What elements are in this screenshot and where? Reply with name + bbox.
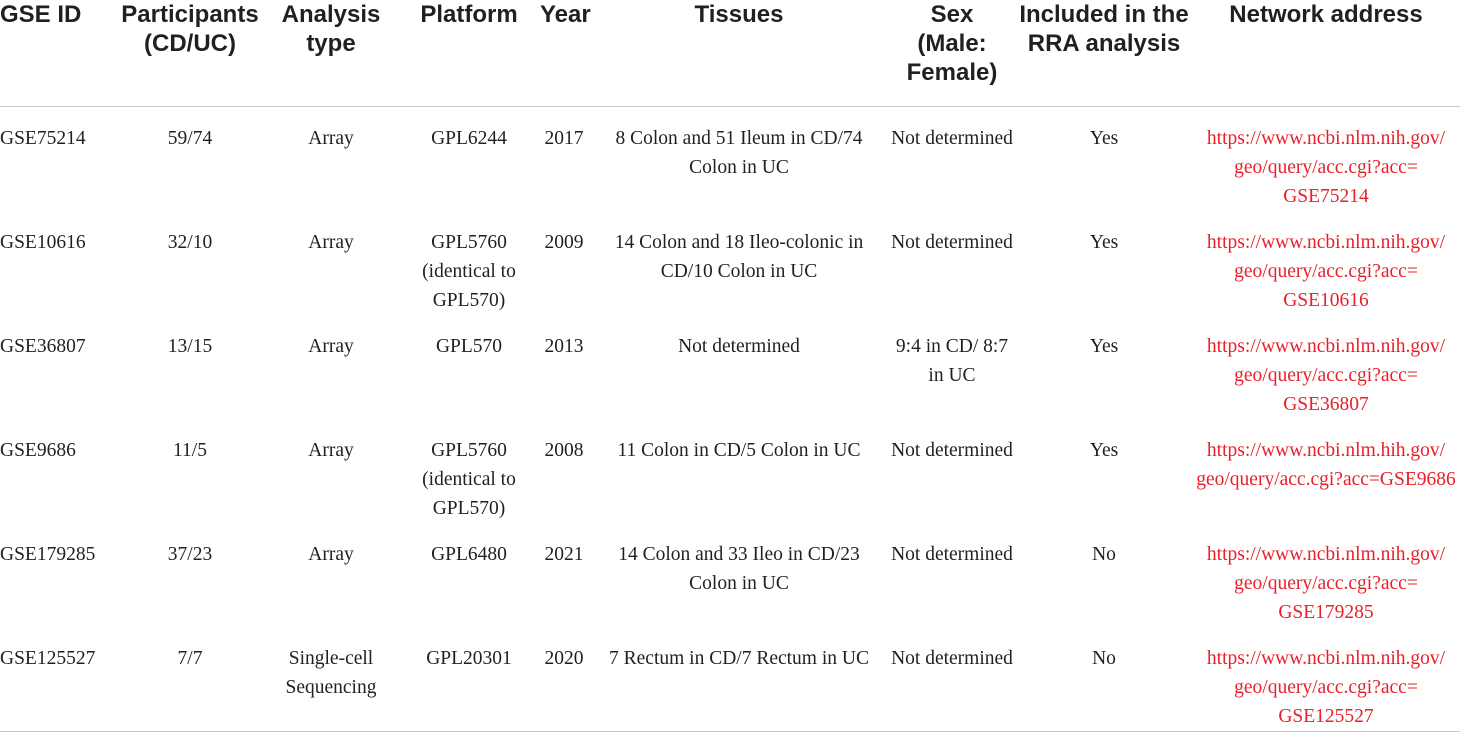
cell-included-rra: Yes (1089, 336, 1119, 357)
network-address-link[interactable]: https://www.ncbi.nlm.nih.gov/ geo/query/… (1206, 128, 1446, 207)
header-tissues: Tissues (590, 0, 888, 107)
cell-year: 2017 (544, 128, 584, 149)
cell-included-rra: No (1016, 627, 1192, 732)
network-address-link[interactable]: https://www.ncbi.nlm.nih.gov/ geo/query/… (1192, 627, 1460, 732)
cell-platform: GPL5760 (identical to GPL570) (422, 440, 516, 519)
cell-year: 2009 (544, 232, 584, 253)
cell-platform: GPL6480 (431, 544, 507, 565)
table-row: GSE10616 32/10 Array GPL5760 (identical … (0, 211, 1460, 315)
cell-participants: 32/10 (167, 232, 213, 253)
header-analysis-type: Analysis type (262, 0, 400, 107)
cell-analysis-type: Array (308, 544, 354, 565)
cell-year: 2013 (544, 336, 584, 357)
cell-analysis-type: Array (308, 128, 354, 149)
table-row: GSE36807 13/15 Array GPL570 2013 Not det… (0, 315, 1460, 419)
cell-gse-id: GSE10616 (0, 232, 86, 253)
cell-gse-id: GSE125527 (0, 627, 118, 732)
cell-gse-id: GSE9686 (0, 440, 76, 461)
header-platform: Platform (400, 0, 538, 107)
cell-analysis-type: Array (308, 336, 354, 357)
network-address-link[interactable]: https://www.ncbi.nlm.nih.gov/ geo/query/… (1206, 336, 1446, 415)
cell-included-rra: Yes (1089, 232, 1119, 253)
cell-participants: 37/23 (167, 544, 213, 565)
cell-participants: 59/74 (167, 128, 213, 149)
cell-sex: 9:4 in CD/ 8:7 in UC (895, 336, 1009, 386)
cell-analysis-type: Single-cell Sequencing (262, 627, 400, 732)
network-address-link[interactable]: https://www.ncbi.nlm.hih.gov/ geo/query/… (1196, 440, 1456, 490)
table-row: GSE75214 59/74 Array GPL6244 2017 8 Colo… (0, 107, 1460, 212)
cell-participants: 7/7 (118, 627, 262, 732)
cell-sex: Not determined (891, 544, 1013, 565)
header-sex: Sex (Male: Female) (888, 0, 1016, 107)
cell-platform: GPL6244 (431, 128, 507, 149)
cell-analysis-type: Array (308, 232, 354, 253)
header-gse-id: GSE ID (0, 0, 118, 107)
cell-participants: 11/5 (173, 440, 207, 461)
cell-included-rra: No (1092, 544, 1116, 565)
header-row: GSE ID Participants (CD/UC) Analysis typ… (0, 0, 1460, 107)
cell-platform: GPL5760 (identical to GPL570) (422, 232, 516, 311)
cell-year: 2020 (538, 627, 590, 732)
cell-sex: Not determined (888, 627, 1016, 732)
cell-year: 2008 (544, 440, 584, 461)
cell-included-rra: Yes (1089, 440, 1119, 461)
cell-gse-id: GSE36807 (0, 336, 86, 357)
table-row: GSE9686 11/5 Array GPL5760 (identical to… (0, 419, 1460, 523)
cell-tissues: 14 Colon and 33 Ileo in CD/23 Colon in U… (618, 544, 860, 594)
network-address-link[interactable]: https://www.ncbi.nlm.nih.gov/ geo/query/… (1206, 544, 1446, 623)
cell-gse-id: GSE75214 (0, 128, 86, 149)
cell-included-rra: Yes (1089, 128, 1119, 149)
cell-tissues: 14 Colon and 18 Ileo-colonic in CD/10 Co… (614, 232, 864, 282)
cell-platform: GPL570 (435, 336, 503, 357)
cell-sex: Not determined (891, 128, 1013, 149)
header-included-rra: Included in the RRA analysis (1016, 0, 1192, 107)
header-network-address: Network address (1192, 0, 1460, 107)
cell-tissues: 8 Colon and 51 Ileum in CD/74 Colon in U… (615, 128, 863, 178)
cell-tissues: 11 Colon in CD/5 Colon in UC (617, 440, 861, 461)
cell-year: 2021 (544, 544, 584, 565)
cell-participants: 13/15 (167, 336, 213, 357)
cell-sex: Not determined (891, 232, 1013, 253)
cell-tissues: Not determined (678, 336, 800, 357)
cell-sex: Not determined (891, 440, 1013, 461)
header-year: Year (538, 0, 591, 107)
table-row: GSE125527 7/7 Single-cell Sequencing GPL… (0, 627, 1460, 732)
cell-analysis-type: Array (308, 440, 354, 461)
table-row: GSE179285 37/23 Array GPL6480 2021 14 Co… (0, 523, 1460, 627)
cell-gse-id: GSE179285 (0, 544, 96, 565)
cell-platform: GPL20301 (400, 627, 538, 732)
network-address-link[interactable]: https://www.ncbi.nlm.nih.gov/ geo/query/… (1206, 232, 1446, 311)
header-participants: Participants (CD/UC) (118, 0, 262, 107)
cell-tissues: 7 Rectum in CD/7 Rectum in UC (590, 627, 888, 732)
